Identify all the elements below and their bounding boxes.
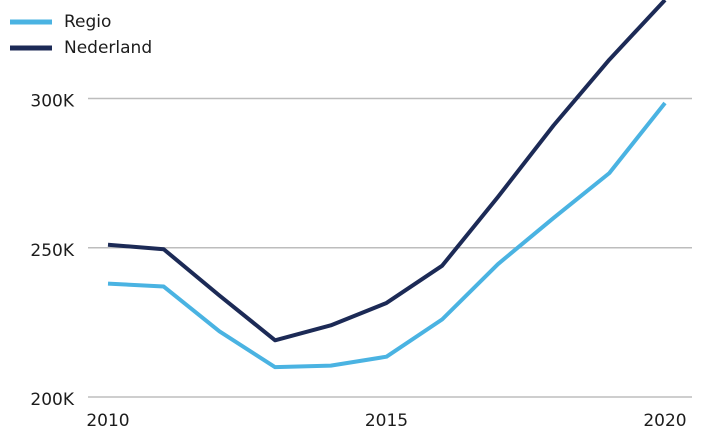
x-tick-label: 2010 xyxy=(86,411,129,431)
series-line xyxy=(107,0,667,343)
legend-label: Regio xyxy=(64,12,111,32)
legend-label: Nederland xyxy=(64,38,152,58)
x-tick-label: 2020 xyxy=(643,411,686,431)
x-tick-label: 2015 xyxy=(365,411,408,431)
y-tick-label: 200K xyxy=(30,390,74,410)
y-tick-label: 250K xyxy=(30,241,74,261)
y-tick-label: 300K xyxy=(30,92,74,112)
series-line xyxy=(107,101,667,370)
